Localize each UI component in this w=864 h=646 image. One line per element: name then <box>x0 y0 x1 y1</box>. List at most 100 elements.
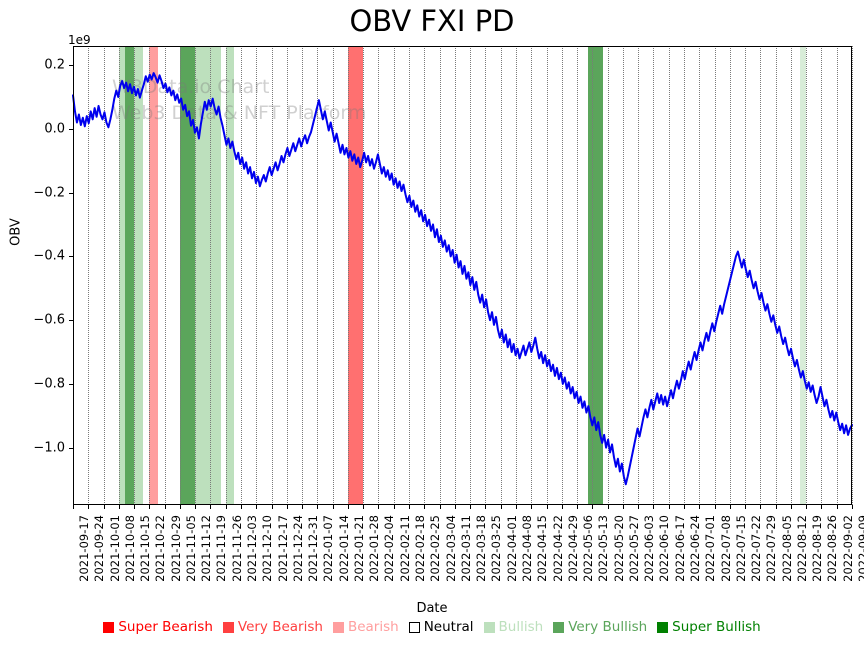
y-tick-mark <box>69 383 73 385</box>
grid-line-vertical <box>806 46 808 505</box>
legend-item[interactable]: Super Bearish <box>103 619 213 635</box>
x-tick-label: 2022-06-17 <box>672 515 687 582</box>
x-tick-mark <box>561 505 563 509</box>
x-tick-label: 2022-06-10 <box>657 515 672 582</box>
sentiment-band <box>587 46 604 505</box>
x-tick-mark <box>821 505 823 509</box>
x-tick-label: 2022-03-04 <box>443 515 458 582</box>
x-tick-label: 2022-08-19 <box>810 515 825 582</box>
grid-line-vertical <box>103 46 105 505</box>
x-tick-label: 2021-10-08 <box>122 515 137 582</box>
grid-line-vertical <box>638 46 640 505</box>
x-tick-mark <box>454 505 456 509</box>
x-tick-label: 2022-02-25 <box>428 515 443 582</box>
grid-line-vertical <box>134 46 136 505</box>
grid-line-vertical <box>760 46 762 505</box>
grid-line-vertical <box>714 46 716 505</box>
x-tick-label: 2022-01-07 <box>321 515 336 582</box>
legend-swatch-icon <box>222 621 234 633</box>
y-tick-label: 0.0 <box>44 121 65 137</box>
grid-line-vertical <box>241 46 243 505</box>
grid-line-vertical <box>607 46 609 505</box>
grid-line-vertical <box>546 46 548 505</box>
x-tick-label: 2022-03-25 <box>489 515 504 582</box>
legend-label: Very Bullish <box>568 619 648 635</box>
x-tick-mark <box>286 505 288 509</box>
legend-item[interactable]: Very Bullish <box>553 619 647 635</box>
grid-line-vertical <box>409 46 411 505</box>
grid-line-vertical <box>485 46 487 505</box>
y-tick-label: 0.2 <box>44 57 65 73</box>
grid-line-vertical <box>363 46 365 505</box>
y-tick-label: −1.0 <box>33 440 65 456</box>
x-tick-mark <box>653 505 655 509</box>
grid-line-vertical <box>317 46 319 505</box>
x-tick-mark <box>164 505 166 509</box>
plot-area: W3Data.io Chart Web3 Data & NFT Platform <box>72 46 853 505</box>
obv-polyline <box>72 72 853 486</box>
x-tick-mark <box>531 505 533 509</box>
x-tick-label: 2021-10-15 <box>138 515 153 582</box>
legend-swatch-icon <box>332 621 344 633</box>
legend-item[interactable]: Bearish <box>332 619 399 635</box>
grid-line-vertical <box>378 46 380 505</box>
x-tick-mark <box>836 505 838 509</box>
legend-item[interactable]: Neutral <box>408 619 474 635</box>
grid-line-vertical <box>790 46 792 505</box>
grid-line-vertical <box>775 46 777 505</box>
x-tick-label: 2022-02-18 <box>413 515 428 582</box>
page-title: OBV FXI PD <box>349 4 515 38</box>
x-tick-mark <box>500 505 502 509</box>
grid-line-vertical <box>470 46 472 505</box>
grid-line-vertical <box>424 46 426 505</box>
x-tick-mark <box>683 505 685 509</box>
legend-label: Bearish <box>347 619 399 635</box>
x-tick-mark <box>515 505 517 509</box>
grid-line-vertical <box>332 46 334 505</box>
x-tick-label: 2022-05-27 <box>626 515 641 582</box>
grid-line-vertical <box>149 46 151 505</box>
x-tick-label: 2022-08-05 <box>779 515 794 582</box>
legend-item[interactable]: Very Bearish <box>222 619 323 635</box>
x-tick-mark <box>302 505 304 509</box>
x-tick-label: 2022-07-01 <box>703 515 718 582</box>
grid-line-vertical <box>699 46 701 505</box>
x-tick-mark <box>607 505 609 509</box>
x-tick-label: 2022-06-24 <box>687 515 702 582</box>
grid-line-vertical <box>393 46 395 505</box>
y-tick-label: −0.2 <box>33 185 65 201</box>
legend-label: Super Bearish <box>118 619 213 635</box>
y-tick-mark <box>69 320 73 322</box>
x-tick-label: 2022-04-08 <box>519 515 534 582</box>
grid-line-vertical <box>118 46 120 505</box>
grid-line-vertical <box>256 46 258 505</box>
grid-line-vertical <box>531 46 533 505</box>
x-tick-label: 2022-04-22 <box>550 515 565 582</box>
x-tick-label: 2022-07-29 <box>764 515 779 582</box>
grid-line-vertical <box>561 46 563 505</box>
x-tick-label: 2022-01-14 <box>336 515 351 582</box>
x-tick-mark <box>256 505 258 509</box>
x-tick-mark <box>271 505 273 509</box>
legend-item[interactable]: Super Bullish <box>657 619 761 635</box>
x-tick-mark <box>729 505 731 509</box>
legend-item[interactable]: Bullish <box>483 619 543 635</box>
x-tick-mark <box>195 505 197 509</box>
grid-line-vertical <box>745 46 747 505</box>
x-tick-mark <box>485 505 487 509</box>
x-tick-label: 2021-12-24 <box>290 515 305 582</box>
x-tick-label: 2022-09-09 <box>856 515 864 582</box>
x-tick-mark <box>424 505 426 509</box>
grid-line-vertical <box>179 46 181 505</box>
x-tick-mark <box>134 505 136 509</box>
x-tick-label: 2022-04-15 <box>535 515 550 582</box>
grid-line-vertical <box>622 46 624 505</box>
x-tick-label: 2021-10-01 <box>107 515 122 582</box>
x-tick-label: 2022-04-29 <box>565 515 580 582</box>
x-tick-mark <box>149 505 151 509</box>
x-tick-mark <box>73 505 74 509</box>
x-tick-label: 2022-02-11 <box>397 515 412 582</box>
grid-line-vertical <box>210 46 212 505</box>
obv-line-series <box>72 72 853 486</box>
x-tick-mark <box>88 505 90 509</box>
